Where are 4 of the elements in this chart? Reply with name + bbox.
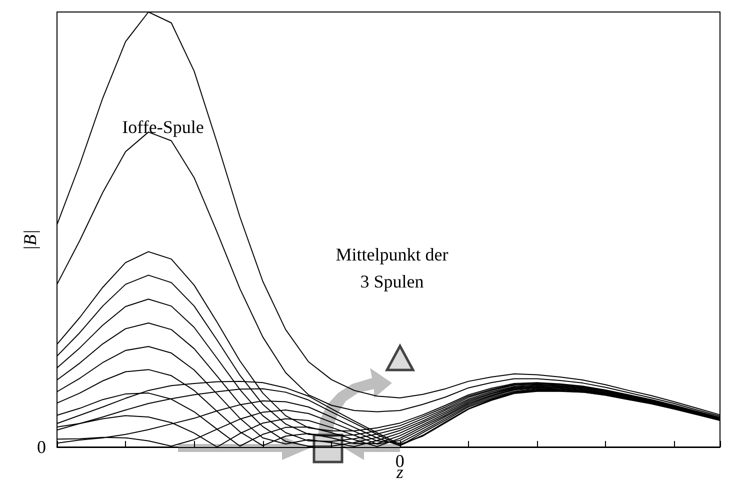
text: 0 — [37, 437, 46, 457]
annotation: Ioffe-Spule — [122, 117, 204, 137]
y-axis-title: |B| — [20, 230, 40, 250]
annotation: Mittelpunkt der 3 Spulen — [336, 244, 448, 292]
